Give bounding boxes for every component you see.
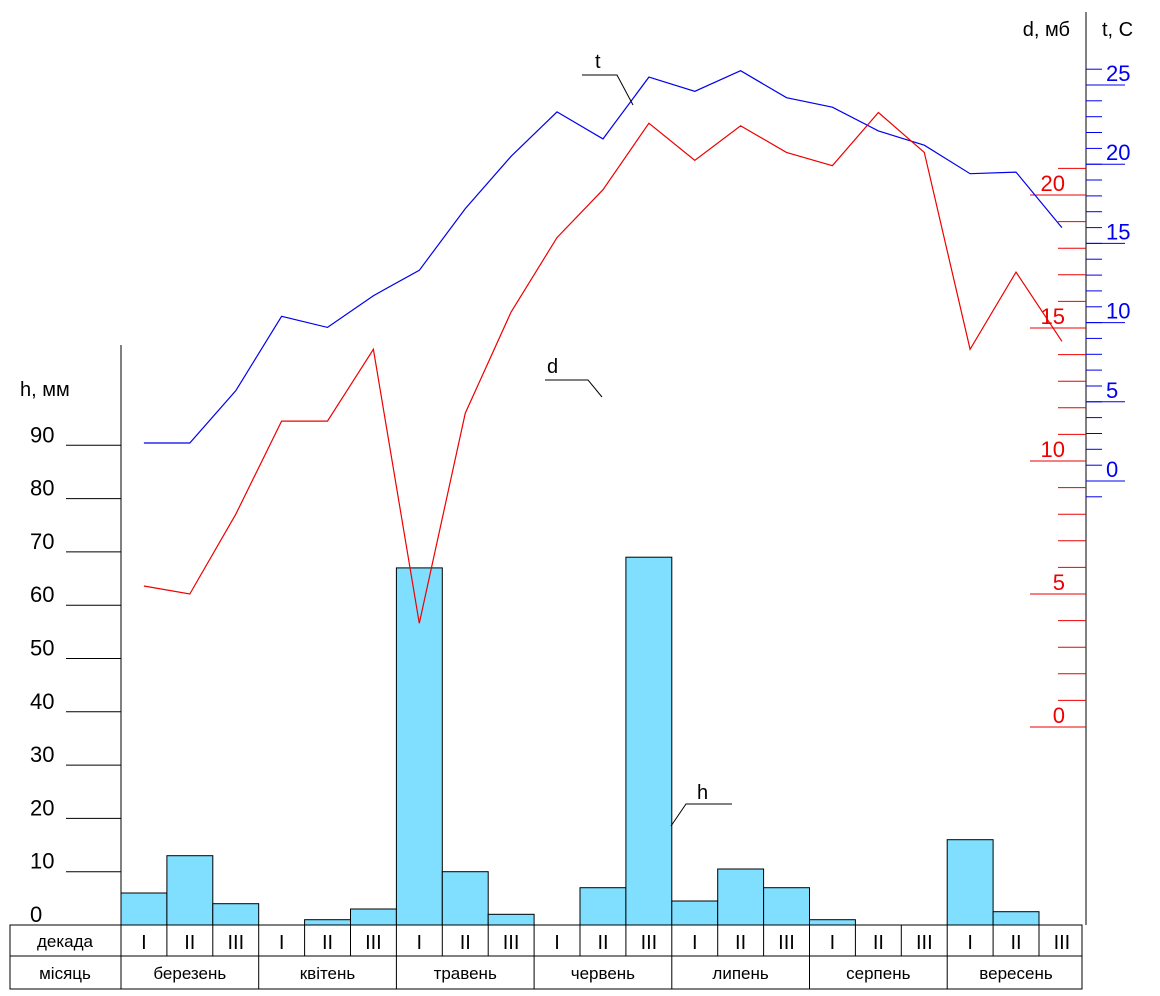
t-line [143, 70, 1063, 444]
precip-bar [166, 855, 214, 926]
decade-label: III [641, 932, 658, 954]
precip-bar [717, 868, 765, 926]
precip-bar [992, 911, 1040, 926]
precip-bar [212, 903, 260, 926]
decade-label: II [873, 932, 884, 954]
month-label: липень [712, 964, 768, 983]
decade-month-table: декада місяць I II III I II III I II III I II III I I… [9, 924, 1083, 990]
decade-label: II [597, 932, 608, 954]
decade-label: III [778, 932, 795, 954]
t-series-label: t [582, 51, 634, 106]
decade-label: II [184, 932, 195, 954]
precip-bar [304, 919, 352, 926]
precip-bar [763, 887, 810, 926]
decade-label: III [916, 932, 933, 954]
month-label: вересень [979, 964, 1053, 983]
precip-bar [809, 919, 856, 926]
h-tick-label: 30 [30, 742, 54, 767]
h-tick-label: 90 [30, 422, 54, 447]
month-label: квітень [300, 964, 356, 983]
t-tick-label: 0 [1106, 457, 1118, 482]
h-axis-title: h, мм [20, 379, 70, 401]
precip-bar [395, 567, 443, 926]
d-axis-ticks: 0 5 10 15 20 [1030, 167, 1086, 728]
t-tick-label: 20 [1106, 140, 1130, 165]
d-tick-label: 15 [1041, 304, 1065, 329]
line-series [143, 70, 1063, 624]
t-axis-title: t, С [1102, 19, 1133, 41]
decade-label: I [417, 932, 423, 954]
decade-label: I [279, 932, 285, 954]
h-series-label: h [670, 782, 732, 827]
h-tick-label: 70 [30, 529, 54, 554]
d-series-label: d [545, 356, 603, 398]
decade-label: II [322, 932, 333, 954]
decade-label: I [830, 932, 836, 954]
precip-bar [350, 908, 397, 926]
decade-label: III [365, 932, 382, 954]
h-tick-label: 0 [30, 902, 42, 927]
month-row-label: місяць [39, 964, 91, 983]
d-tick-label: 20 [1041, 171, 1065, 196]
precip-bar [671, 900, 719, 926]
t-tick-label: 25 [1106, 61, 1130, 86]
precip-bar [441, 871, 489, 926]
month-label: травень [434, 964, 497, 983]
decade-label: III [503, 932, 520, 954]
decade-label: III [1054, 932, 1071, 954]
month-label: серпень [846, 964, 910, 983]
d-tick-label: 0 [1053, 703, 1065, 728]
d-tick-label: 10 [1041, 437, 1065, 462]
d-line [143, 111, 1063, 624]
decade-label: II [735, 932, 746, 954]
decade-label: I [692, 932, 698, 954]
precip-bar [946, 839, 994, 926]
precipitation-bars [120, 556, 1040, 926]
d-series-name: d [547, 356, 558, 378]
h-tick-label: 20 [30, 795, 54, 820]
decade-label: II [1010, 932, 1021, 954]
precip-bar [120, 892, 168, 926]
decade-label: I [967, 932, 973, 954]
t-tick-label: 10 [1106, 299, 1130, 324]
h-series-name: h [697, 782, 708, 804]
d-axis-title: d, мб [1023, 19, 1070, 41]
precip-bar [579, 887, 627, 926]
h-tick-label: 80 [30, 476, 54, 501]
month-label: березень [153, 964, 226, 983]
decade-label: I [141, 932, 147, 954]
h-tick-label: 10 [30, 849, 54, 874]
precip-bar [625, 556, 673, 926]
month-label: червень [571, 964, 635, 983]
h-tick-label: 40 [30, 689, 54, 714]
decade-label: II [460, 932, 471, 954]
t-series-name: t [595, 51, 601, 73]
t-tick-label: 5 [1106, 378, 1118, 403]
t-tick-label: 15 [1106, 219, 1130, 244]
precip-bar [487, 913, 535, 926]
decade-label: III [227, 932, 244, 954]
d-tick-label: 5 [1053, 570, 1065, 595]
decade-row-label: декада [37, 932, 94, 951]
h-tick-label: 60 [30, 582, 54, 607]
h-axis-ticks: 0 10 20 30 40 50 60 70 80 90 [30, 422, 121, 927]
h-tick-label: 50 [30, 636, 54, 661]
t-axis-ticks: 0 5 10 15 20 25 [1086, 61, 1130, 498]
decade-label: I [554, 932, 560, 954]
